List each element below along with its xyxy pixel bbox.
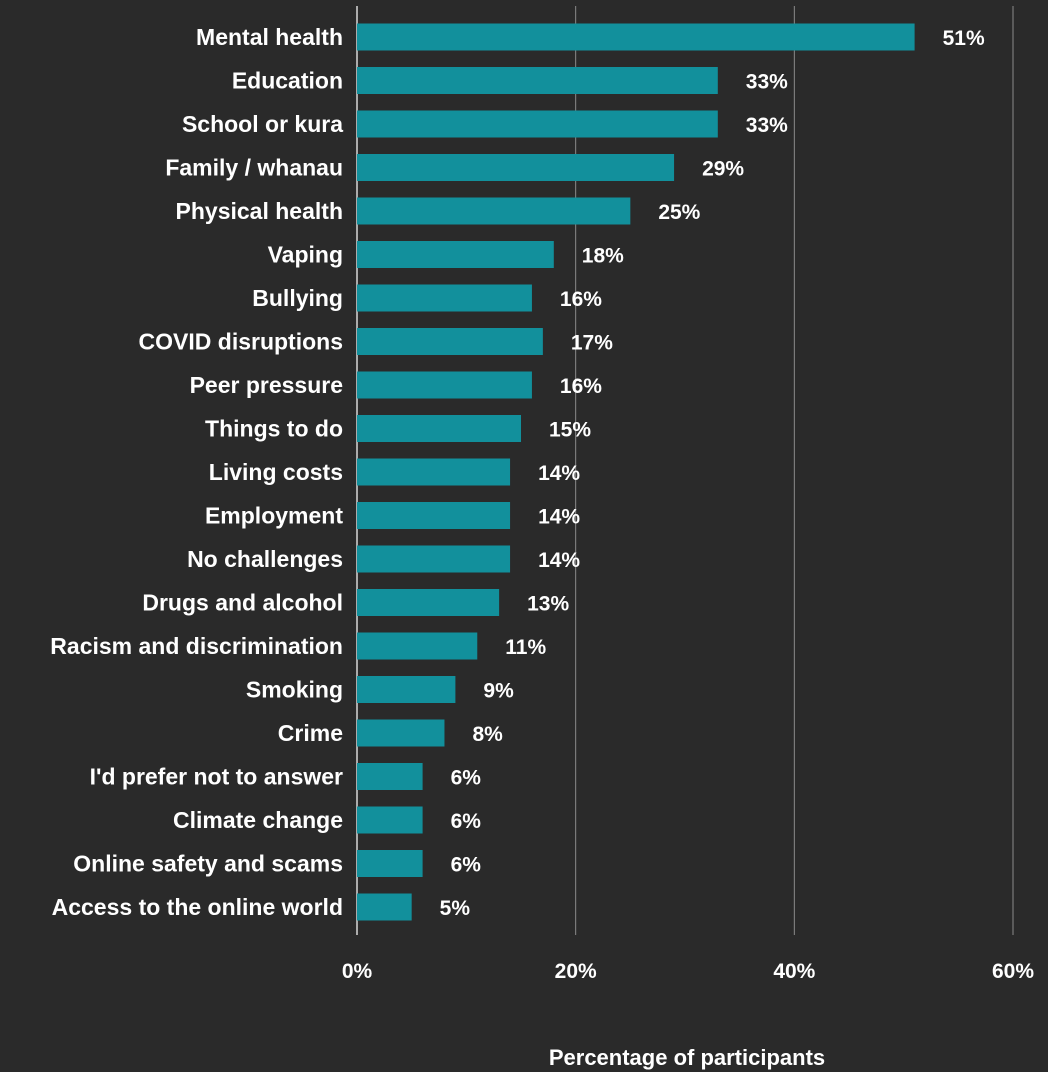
category-label: I'd prefer not to answer	[90, 764, 343, 790]
category-label: Family / whanau	[165, 155, 343, 181]
data-label: 16%	[560, 288, 602, 311]
bars	[357, 23, 915, 921]
x-axis-title: Percentage of participants	[549, 1045, 825, 1070]
bar	[357, 371, 532, 399]
data-label: 15%	[549, 419, 591, 442]
data-label: 13%	[527, 593, 569, 616]
data-label: 14%	[538, 549, 580, 572]
bar	[357, 241, 554, 268]
category-label: Employment	[205, 503, 343, 529]
labels: 0% 20% 40% 60% Mental health 51% Education 33% S…	[50, 24, 1034, 983]
category-label: Education	[232, 68, 343, 94]
bar	[357, 154, 675, 181]
data-label: 51%	[943, 27, 985, 50]
bar	[357, 632, 478, 660]
bar	[357, 893, 412, 921]
bar	[357, 415, 521, 442]
bar	[357, 328, 543, 355]
data-label: 8%	[472, 723, 503, 746]
category-label: Access to the online world	[52, 894, 343, 920]
data-label: 11%	[505, 636, 546, 659]
category-label: COVID disruptions	[139, 329, 343, 355]
data-label: 16%	[560, 375, 602, 398]
data-label: 6%	[451, 810, 482, 833]
data-label: 18%	[582, 245, 624, 268]
category-label: Living costs	[209, 459, 343, 485]
category-label: Smoking	[246, 677, 343, 703]
data-label: 25%	[658, 201, 700, 224]
bar	[357, 589, 500, 616]
data-label: 33%	[746, 71, 788, 94]
bar	[357, 67, 718, 94]
data-label: 29%	[702, 158, 744, 181]
x-tick-label: 0%	[342, 960, 373, 983]
bar	[357, 502, 511, 529]
data-label: 6%	[451, 854, 482, 877]
category-label: Things to do	[205, 416, 343, 442]
category-label: Vaping	[268, 242, 343, 268]
category-label: Drugs and alcohol	[142, 590, 343, 616]
data-label: 17%	[571, 332, 613, 355]
category-label: School or kura	[182, 111, 343, 137]
category-label: No challenges	[187, 546, 343, 572]
x-tick-label: 60%	[992, 960, 1034, 983]
data-label: 9%	[483, 680, 514, 703]
bar	[357, 676, 456, 703]
category-label: Crime	[278, 720, 343, 746]
data-label: 33%	[746, 114, 788, 137]
category-label: Physical health	[176, 198, 343, 224]
bar	[357, 284, 532, 312]
category-label: Peer pressure	[190, 372, 343, 398]
bar	[357, 458, 511, 486]
bar	[357, 850, 423, 877]
bar	[357, 763, 423, 790]
data-label: 14%	[538, 506, 580, 529]
bar	[357, 806, 423, 834]
data-label: 14%	[538, 462, 580, 485]
data-label: 5%	[440, 897, 471, 920]
x-tick-label: 20%	[555, 960, 597, 983]
category-label: Climate change	[173, 807, 343, 833]
bar	[357, 110, 718, 138]
x-tick-label: 40%	[773, 960, 815, 983]
category-label: Racism and discrimination	[50, 633, 343, 659]
bar	[357, 23, 915, 51]
category-label: Bullying	[252, 285, 343, 311]
bar	[357, 719, 445, 747]
bar	[357, 197, 631, 225]
bar	[357, 545, 511, 573]
data-label: 6%	[451, 767, 482, 790]
category-label: Online safety and scams	[73, 851, 343, 877]
category-label: Mental health	[196, 24, 343, 50]
